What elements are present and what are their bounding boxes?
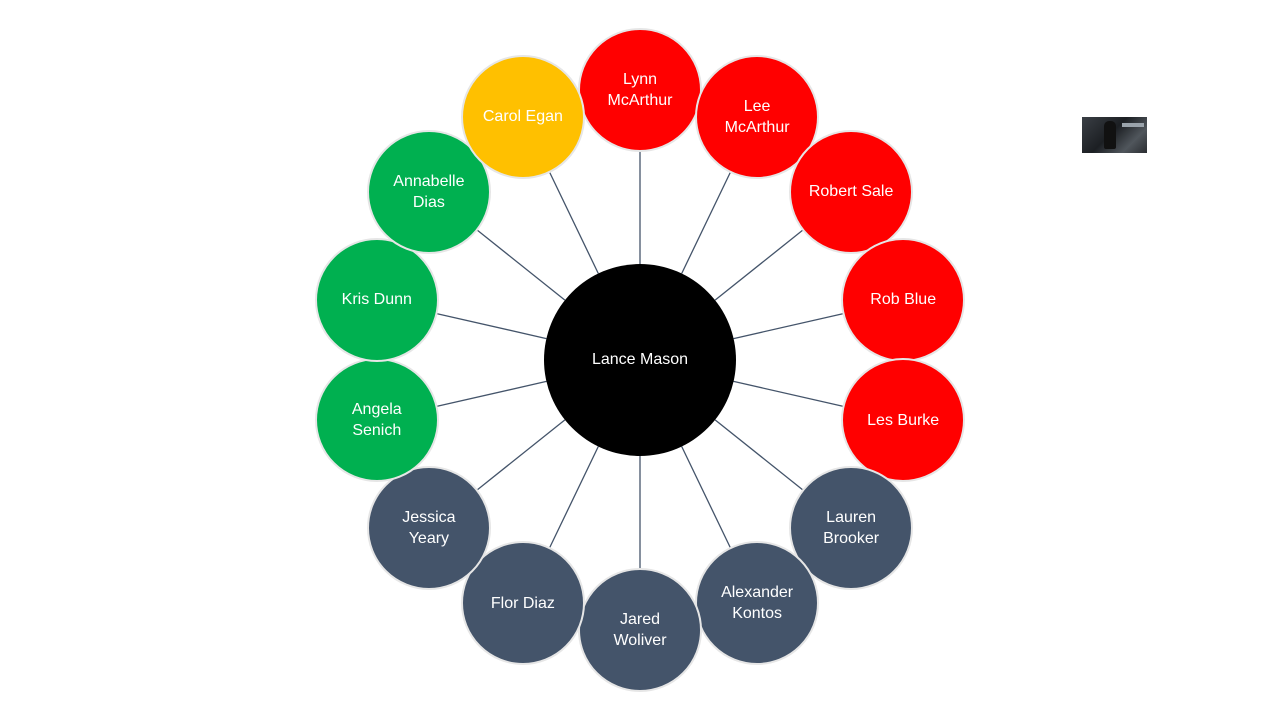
person-node-label: Flor Diaz: [490, 594, 555, 612]
connector-line: [549, 172, 599, 274]
connector-line: [476, 419, 566, 491]
connector-line: [714, 229, 804, 301]
person-node-label: Lynn McArthur: [607, 71, 673, 109]
ceiling-light-shape: [1122, 123, 1144, 127]
person-node-label: Annabelle Dias: [393, 172, 465, 211]
person-node-label: Robert Sale: [808, 183, 894, 201]
center-node[interactable]: Lance Mason: [544, 264, 736, 456]
person-node[interactable]: Rob Blue: [841, 237, 966, 362]
person-node-label: Rob Blue: [870, 291, 937, 309]
person-node-label: Kris Dunn: [341, 291, 412, 309]
person-node-label: Angela Senich: [351, 401, 402, 440]
person-silhouette-icon: [1104, 121, 1116, 149]
person-node-label: Lee McArthur: [724, 97, 790, 136]
video-thumbnail[interactable]: [1082, 117, 1147, 153]
connector-line: [714, 419, 804, 491]
person-node[interactable]: Robert Sale: [789, 129, 914, 254]
person-node[interactable]: Kris Dunn: [314, 237, 439, 362]
person-node[interactable]: Flor Diaz: [460, 541, 585, 666]
connector-line: [681, 446, 731, 548]
connector-line: [549, 446, 599, 548]
connector-line: [437, 380, 547, 407]
center-node-label: Lance Mason: [591, 351, 689, 368]
connector-line: [681, 172, 731, 274]
person-node-label: Carol Egan: [482, 108, 563, 126]
connector-line: [733, 313, 843, 340]
connector-line: [476, 229, 566, 301]
person-node[interactable]: Jared Woliver: [578, 568, 702, 692]
person-node[interactable]: Carol Egan: [460, 54, 585, 179]
person-node-label: Lauren Brooker: [823, 509, 880, 548]
person-node[interactable]: Les Burke: [841, 358, 966, 483]
person-node-label: Jared Woliver: [613, 611, 667, 649]
person-node[interactable]: Annabelle Dias: [366, 129, 491, 254]
person-node[interactable]: Lynn McArthur: [578, 28, 702, 152]
connector-line: [437, 313, 547, 340]
person-node[interactable]: Alexander Kontos: [695, 541, 820, 666]
person-node-label: Les Burke: [867, 411, 940, 429]
connector-line: [733, 380, 843, 407]
person-node-label: Alexander Kontos: [721, 584, 794, 623]
person-node[interactable]: Jessica Yeary: [366, 466, 491, 591]
person-node-label: Jessica Yeary: [402, 509, 456, 548]
person-node[interactable]: Angela Senich: [314, 358, 439, 483]
